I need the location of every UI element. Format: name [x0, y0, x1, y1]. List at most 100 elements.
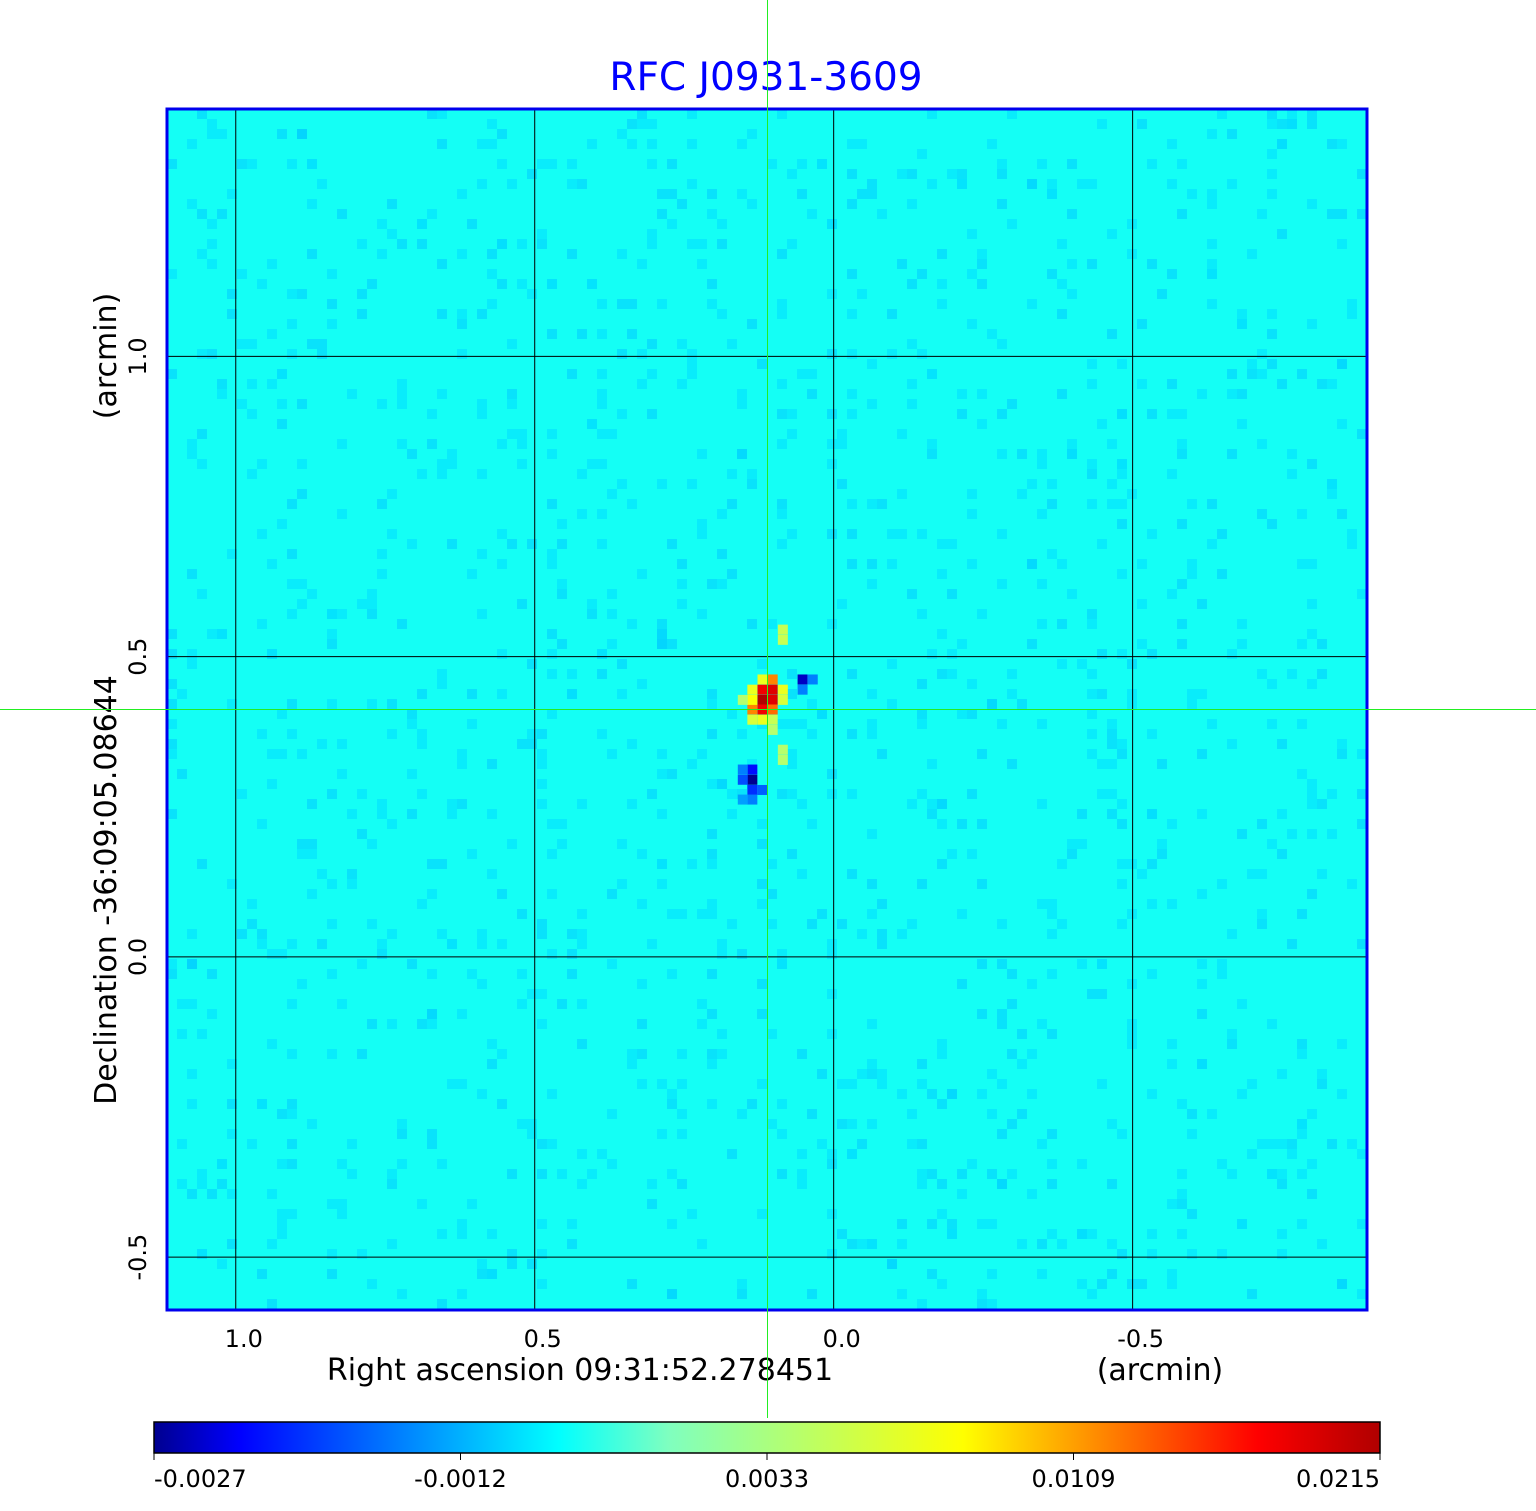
noise-pixel	[1217, 1159, 1227, 1169]
noise-pixel	[557, 999, 567, 1009]
noise-pixel	[1177, 1199, 1187, 1209]
noise-pixel	[247, 919, 257, 929]
noise-pixel	[507, 839, 517, 849]
noise-pixel	[917, 719, 927, 729]
noise-pixel	[347, 809, 357, 819]
noise-pixel	[287, 289, 297, 299]
noise-pixel	[907, 1139, 917, 1149]
noise-pixel	[477, 1259, 487, 1269]
noise-pixel	[827, 939, 837, 949]
noise-pixel	[847, 1119, 857, 1129]
noise-pixel	[177, 1029, 187, 1039]
noise-pixel	[167, 629, 177, 639]
noise-pixel	[1037, 1269, 1047, 1279]
noise-pixel	[577, 469, 587, 479]
noise-pixel	[527, 1259, 537, 1269]
noise-pixel	[417, 899, 427, 909]
noise-pixel	[167, 959, 177, 969]
noise-pixel	[1337, 209, 1347, 219]
noise-pixel	[1317, 1239, 1327, 1249]
noise-pixel	[887, 529, 897, 539]
noise-pixel	[357, 789, 367, 799]
noise-pixel	[287, 579, 297, 589]
noise-pixel	[1057, 279, 1067, 289]
noise-pixel	[1037, 579, 1047, 589]
noise-pixel	[967, 559, 977, 569]
noise-pixel	[947, 649, 957, 659]
noise-pixel	[937, 1209, 947, 1219]
noise-pixel	[1087, 749, 1097, 759]
noise-pixel	[397, 399, 407, 409]
source-pixel	[757, 674, 768, 685]
noise-pixel	[1087, 709, 1097, 719]
noise-pixel	[277, 1229, 287, 1239]
noise-pixel	[647, 409, 657, 419]
noise-pixel	[917, 709, 927, 719]
noise-pixel	[997, 1079, 1007, 1089]
noise-pixel	[167, 649, 177, 659]
noise-pixel	[1277, 1169, 1287, 1179]
noise-pixel	[1047, 479, 1057, 489]
noise-pixel	[467, 849, 477, 859]
noise-pixel	[327, 1249, 337, 1259]
noise-pixel	[687, 369, 697, 379]
noise-pixel	[457, 749, 467, 759]
noise-pixel	[277, 1109, 287, 1119]
noise-pixel	[287, 1159, 297, 1169]
noise-pixel	[227, 189, 237, 199]
noise-pixel	[387, 529, 397, 539]
noise-pixel	[957, 1169, 967, 1179]
noise-pixel	[437, 309, 447, 319]
noise-pixel	[717, 219, 727, 229]
noise-pixel	[777, 1169, 787, 1179]
noise-pixel	[1027, 639, 1037, 649]
noise-pixel	[827, 529, 837, 539]
source-pixel	[767, 684, 778, 695]
noise-pixel	[867, 579, 877, 589]
noise-pixel	[607, 1109, 617, 1119]
noise-pixel	[1287, 449, 1297, 459]
noise-pixel	[1117, 879, 1127, 889]
noise-pixel	[287, 159, 297, 169]
noise-pixel	[1267, 359, 1277, 369]
noise-pixel	[237, 789, 247, 799]
noise-pixel	[397, 1289, 407, 1299]
noise-pixel	[1057, 619, 1067, 629]
noise-pixel	[567, 369, 577, 379]
noise-pixel	[897, 1239, 907, 1249]
y-tick-label: 0.0	[124, 938, 152, 976]
noise-pixel	[667, 969, 677, 979]
noise-pixel	[997, 959, 1007, 969]
noise-pixel	[357, 289, 367, 299]
noise-pixel	[857, 189, 867, 199]
noise-pixel	[617, 689, 627, 699]
noise-pixel	[1077, 809, 1087, 819]
noise-pixel	[1347, 879, 1357, 889]
noise-pixel	[1177, 439, 1187, 449]
noise-pixel	[857, 1069, 867, 1079]
noise-pixel	[497, 279, 507, 289]
noise-pixel	[927, 1269, 937, 1279]
noise-pixel	[817, 159, 827, 169]
noise-pixel	[457, 249, 467, 259]
noise-pixel	[547, 559, 557, 569]
noise-pixel	[427, 409, 437, 419]
noise-pixel	[537, 229, 547, 239]
noise-pixel	[1277, 379, 1287, 389]
noise-pixel	[987, 329, 997, 339]
noise-pixel	[347, 869, 357, 879]
noise-pixel	[1047, 929, 1057, 939]
noise-pixel	[327, 319, 337, 329]
noise-pixel	[647, 229, 657, 239]
noise-pixel	[1307, 319, 1317, 329]
noise-pixel	[757, 879, 767, 889]
noise-pixel	[187, 439, 197, 449]
noise-pixel	[597, 649, 607, 659]
noise-pixel	[237, 339, 247, 349]
noise-pixel	[327, 1049, 337, 1059]
noise-pixel	[1067, 839, 1077, 849]
noise-pixel	[767, 1119, 777, 1129]
noise-pixel	[647, 159, 657, 169]
noise-pixel	[1077, 1229, 1087, 1239]
noise-pixel	[1357, 1219, 1367, 1229]
